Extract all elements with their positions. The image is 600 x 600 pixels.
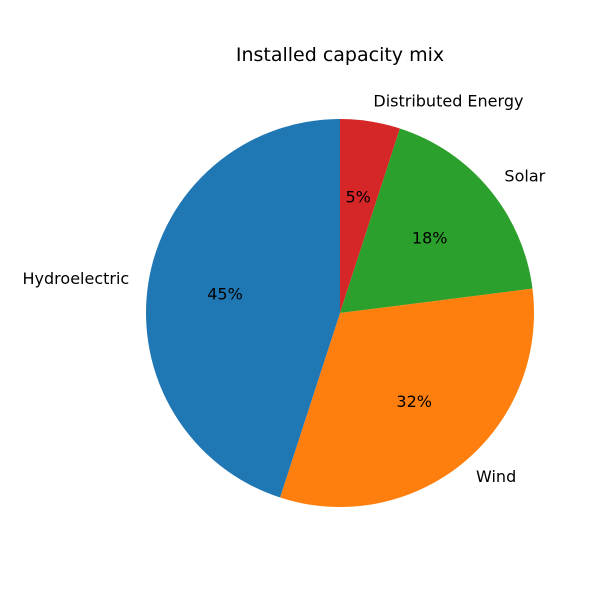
chart-title: Installed capacity mix — [236, 44, 444, 66]
pie-slice-hydroelectric — [146, 119, 340, 498]
slice-label-hydroelectric: Hydroelectric — [23, 269, 130, 288]
slice-percent-solar: 18% — [412, 228, 448, 247]
pie-labels: Distributed Energy 5% Solar 18% Wind 32% Hydro… — [23, 92, 546, 486]
slice-label-wind: Wind — [476, 467, 516, 486]
slice-label-solar: Solar — [504, 166, 545, 185]
pie-slice-wind — [280, 288, 534, 508]
slice-percent-distributed-energy: 5% — [346, 188, 371, 207]
pie-slice-solar — [340, 128, 533, 313]
slice-percent-hydroelectric: 45% — [207, 284, 243, 303]
pie-slices — [146, 119, 534, 508]
pie-slice-distributed-energy — [340, 119, 400, 313]
slice-percent-wind: 32% — [396, 392, 432, 411]
slice-label-distributed-energy: Distributed Energy — [373, 92, 523, 111]
